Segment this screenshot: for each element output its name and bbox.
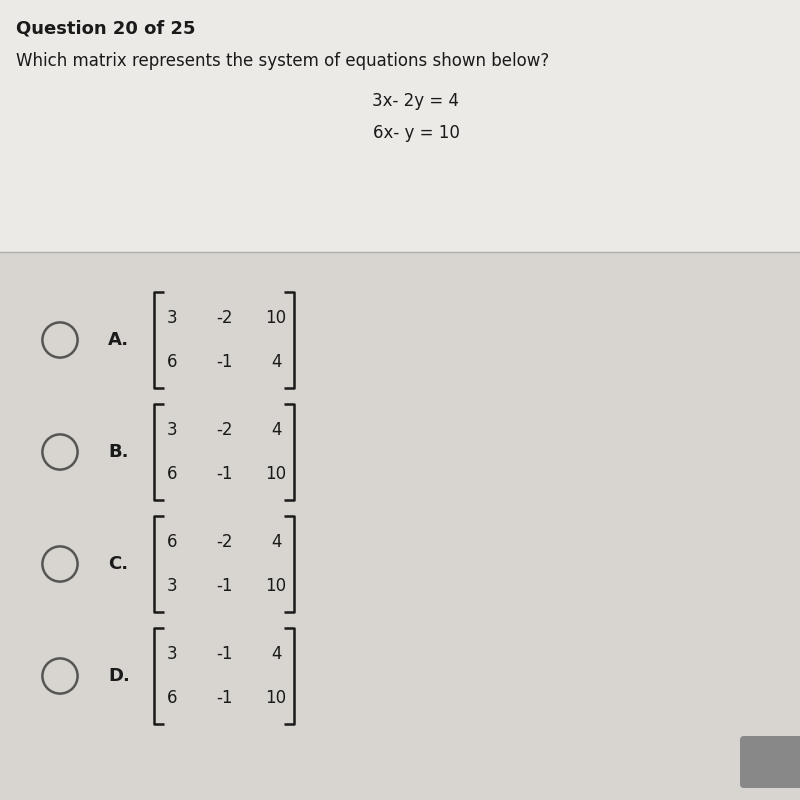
Text: B.: B. — [108, 443, 129, 461]
FancyBboxPatch shape — [0, 0, 800, 252]
FancyBboxPatch shape — [0, 252, 800, 800]
Text: 3x- 2y = 4: 3x- 2y = 4 — [373, 92, 459, 110]
Text: Which matrix represents the system of equations shown below?: Which matrix represents the system of eq… — [16, 52, 550, 70]
FancyBboxPatch shape — [740, 736, 800, 788]
Text: 4: 4 — [270, 421, 282, 439]
Text: 4: 4 — [270, 353, 282, 371]
Text: 3: 3 — [166, 309, 178, 327]
Text: 4: 4 — [270, 645, 282, 663]
Text: Question 20 of 25: Question 20 of 25 — [16, 20, 195, 38]
Text: 6: 6 — [166, 353, 178, 371]
Text: -2: -2 — [216, 533, 232, 551]
Text: -1: -1 — [216, 465, 232, 483]
Text: D.: D. — [108, 667, 130, 685]
Text: -1: -1 — [216, 689, 232, 707]
Text: 10: 10 — [266, 689, 286, 707]
Text: 4: 4 — [270, 533, 282, 551]
Text: -1: -1 — [216, 645, 232, 663]
Text: 6: 6 — [166, 465, 178, 483]
Text: 6x- y = 10: 6x- y = 10 — [373, 124, 459, 142]
Text: 10: 10 — [266, 309, 286, 327]
Text: A.: A. — [108, 331, 129, 349]
Text: 10: 10 — [266, 577, 286, 595]
Text: 3: 3 — [166, 645, 178, 663]
Text: 3: 3 — [166, 577, 178, 595]
Text: 10: 10 — [266, 465, 286, 483]
Text: -1: -1 — [216, 577, 232, 595]
Text: SU: SU — [762, 755, 782, 768]
Text: 6: 6 — [166, 689, 178, 707]
Text: 3: 3 — [166, 421, 178, 439]
Text: -1: -1 — [216, 353, 232, 371]
Text: 6: 6 — [166, 533, 178, 551]
Text: -2: -2 — [216, 309, 232, 327]
Text: -2: -2 — [216, 421, 232, 439]
Text: C.: C. — [108, 555, 128, 573]
